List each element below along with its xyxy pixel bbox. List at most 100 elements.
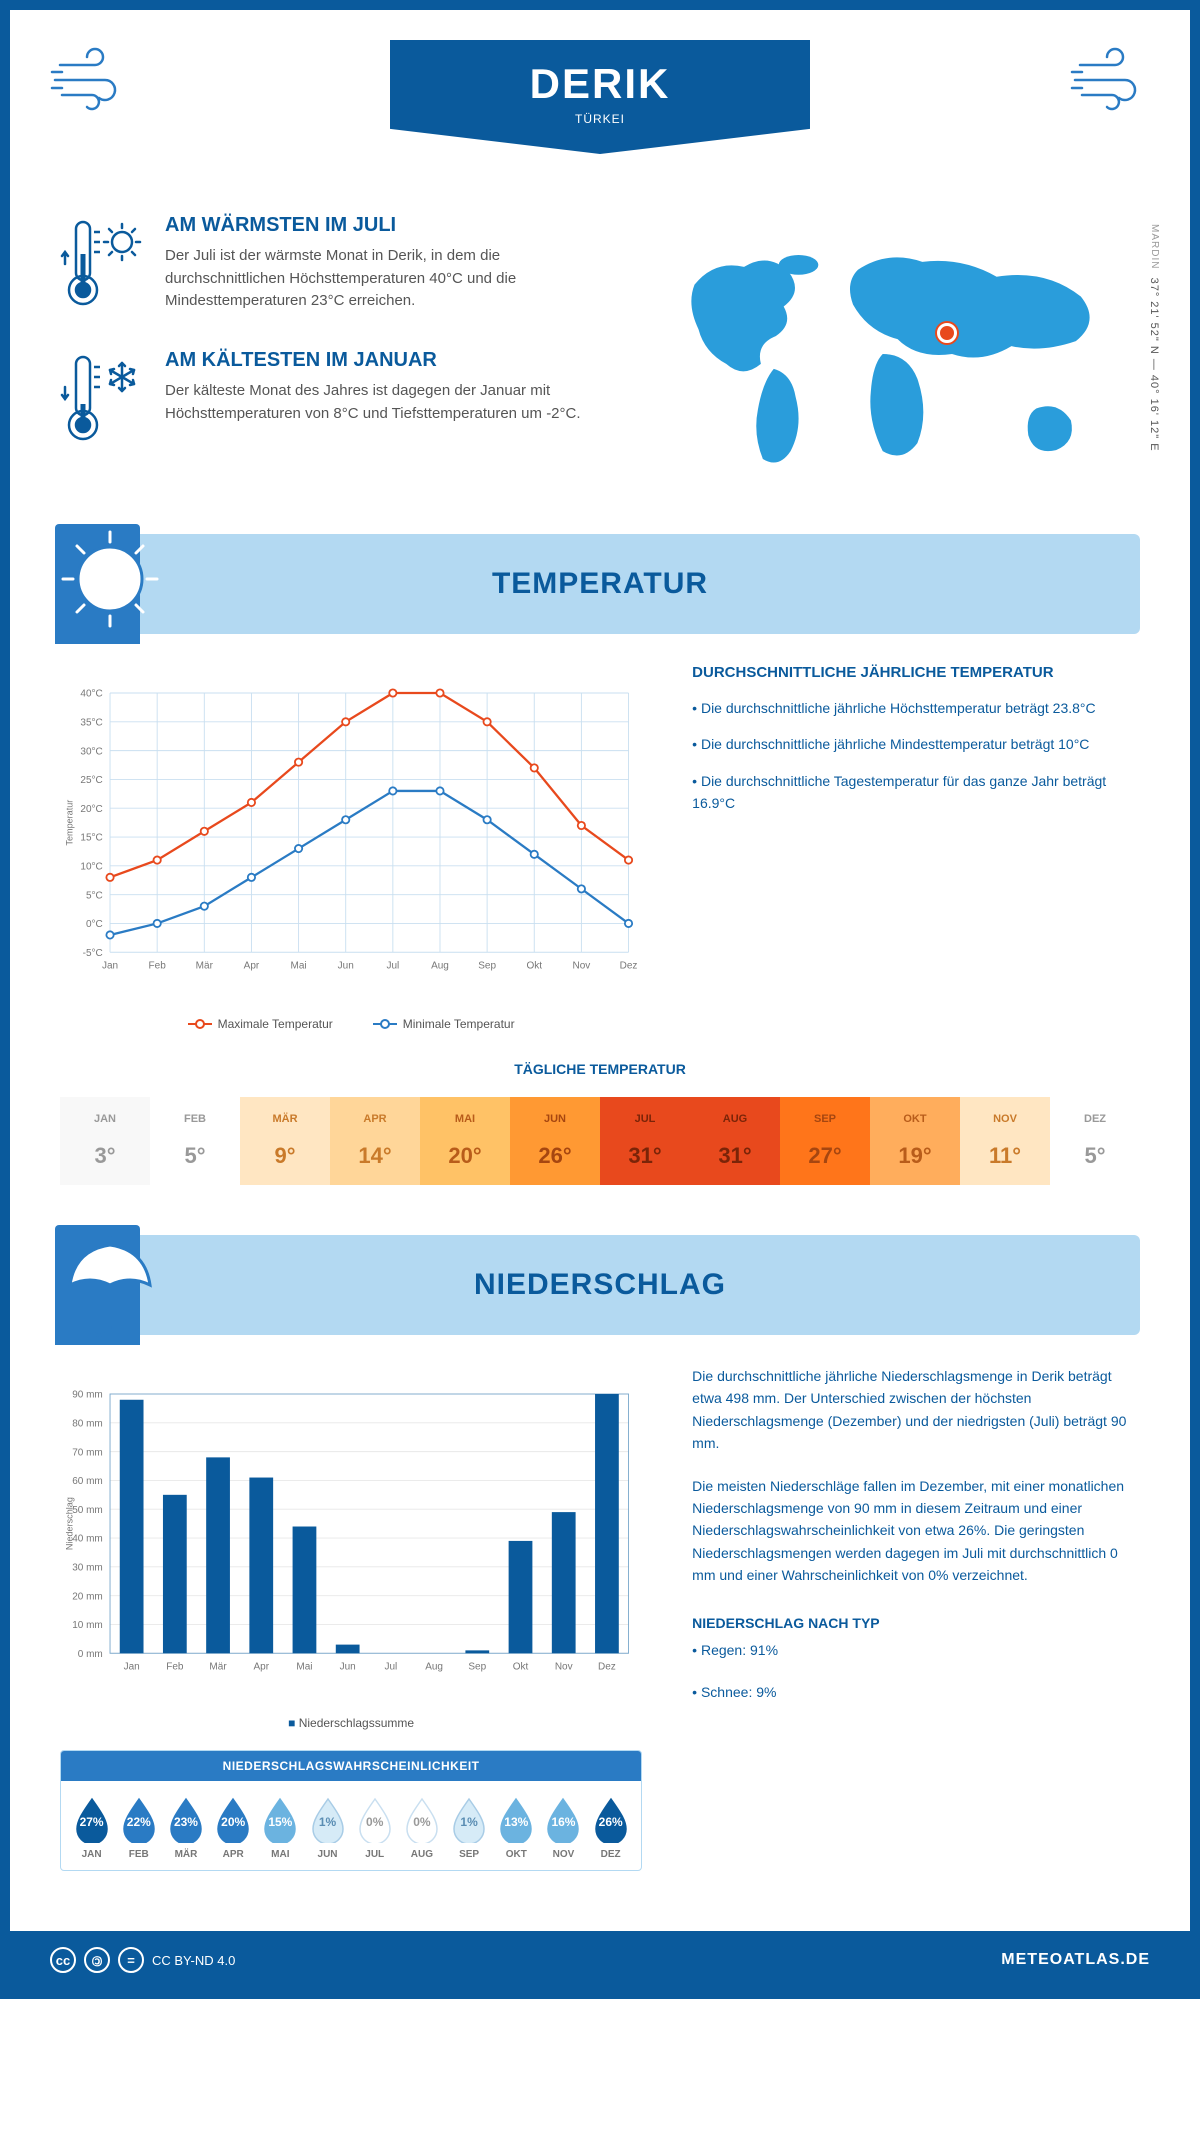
svg-text:40 mm: 40 mm	[72, 1534, 103, 1545]
prob-cell: 1%SEP	[447, 1795, 492, 1860]
wind-icon	[50, 40, 130, 120]
svg-text:0 mm: 0 mm	[78, 1649, 103, 1660]
svg-text:Aug: Aug	[425, 1662, 443, 1673]
svg-text:Mai: Mai	[296, 1662, 312, 1673]
cold-fact: AM KÄLTESTEN IM JANUAR Der kälteste Mona…	[60, 349, 605, 454]
thermometer-snow-icon	[60, 349, 145, 454]
svg-text:Jun: Jun	[338, 961, 354, 972]
svg-text:10°C: 10°C	[80, 861, 102, 872]
svg-text:5°C: 5°C	[86, 890, 103, 901]
temp-cell: AUG31°	[690, 1097, 780, 1185]
svg-text:50 mm: 50 mm	[72, 1505, 103, 1516]
svg-text:Sep: Sep	[468, 1662, 486, 1673]
daily-temp-table: TÄGLICHE TEMPERATUR JAN3°FEB5°MÄR9°APR14…	[60, 1061, 1140, 1185]
svg-text:40°C: 40°C	[80, 689, 102, 700]
svg-text:Aug: Aug	[431, 961, 449, 972]
chart-legend: Maximale Temperatur Minimale Temperatur	[60, 1017, 642, 1031]
nd-icon: =	[118, 1947, 144, 1973]
prob-cell: 22%FEB	[116, 1795, 161, 1860]
warm-title: AM WÄRMSTEN IM JULI	[165, 214, 585, 237]
temp-cell: MÄR9°	[240, 1097, 330, 1185]
svg-text:0°C: 0°C	[86, 919, 103, 930]
header: DERIK TÜRKEI	[10, 10, 1190, 174]
svg-text:Feb: Feb	[149, 961, 167, 972]
title-banner: DERIK TÜRKEI	[390, 40, 810, 154]
svg-text:35°C: 35°C	[80, 717, 102, 728]
prob-cell: 0%AUG	[399, 1795, 444, 1860]
prob-cell: 23%MÄR	[163, 1795, 208, 1860]
svg-text:15°C: 15°C	[80, 833, 102, 844]
precip-text: Die durchschnittliche jährliche Niedersc…	[692, 1365, 1140, 1871]
sun-icon	[55, 524, 165, 644]
svg-text:Okt: Okt	[513, 1662, 529, 1673]
svg-text:10 mm: 10 mm	[72, 1620, 103, 1631]
svg-text:Mai: Mai	[291, 961, 307, 972]
site-name: METEOATLAS.DE	[1001, 1951, 1150, 1969]
cold-title: AM KÄLTESTEN IM JANUAR	[165, 349, 585, 372]
svg-text:Jun: Jun	[340, 1662, 356, 1673]
cold-text: Der kälteste Monat des Jahres ist dagege…	[165, 380, 585, 425]
svg-text:30°C: 30°C	[80, 746, 102, 757]
svg-text:Feb: Feb	[166, 1662, 184, 1673]
svg-text:Temperatur: Temperatur	[65, 800, 75, 846]
prob-cell: 20%APR	[211, 1795, 256, 1860]
svg-text:Apr: Apr	[244, 961, 260, 972]
svg-text:30 mm: 30 mm	[72, 1562, 103, 1573]
svg-text:-5°C: -5°C	[83, 948, 103, 959]
temp-banner: TEMPERATUR	[60, 534, 1140, 634]
svg-text:Mär: Mär	[209, 1662, 227, 1673]
svg-text:Jul: Jul	[386, 961, 399, 972]
prob-cell: 16%NOV	[541, 1795, 586, 1860]
by-icon: 🄯	[84, 1947, 110, 1973]
svg-text:Dez: Dez	[620, 961, 638, 972]
thermometer-sun-icon	[60, 214, 145, 319]
svg-text:80 mm: 80 mm	[72, 1418, 103, 1429]
temp-cell: APR14°	[330, 1097, 420, 1185]
svg-text:Niederschlag: Niederschlag	[65, 1497, 75, 1550]
wind-icon	[1070, 40, 1150, 120]
footer: cc 🄯 = CC BY-ND 4.0 METEOATLAS.DE	[10, 1931, 1190, 1989]
prob-cell: 0%JUL	[352, 1795, 397, 1860]
svg-text:Jan: Jan	[124, 1662, 140, 1673]
svg-text:Okt: Okt	[526, 961, 542, 972]
temp-cell: JAN3°	[60, 1097, 150, 1185]
svg-text:25°C: 25°C	[80, 775, 102, 786]
prob-cell: 15%MAI	[258, 1795, 303, 1860]
warm-fact: AM WÄRMSTEN IM JULI Der Juli ist der wär…	[60, 214, 605, 319]
svg-text:Dez: Dez	[598, 1662, 616, 1673]
temp-cell: JUL31°	[600, 1097, 690, 1185]
temp-cell: JUN26°	[510, 1097, 600, 1185]
temp-cell: MAI20°	[420, 1097, 510, 1185]
page-subtitle: TÜRKEI	[390, 112, 810, 126]
prob-cell: 1%JUN	[305, 1795, 350, 1860]
temp-cell: DEZ5°	[1050, 1097, 1140, 1185]
page-title: DERIK	[390, 60, 810, 108]
bar-legend: Niederschlagssumme	[60, 1716, 642, 1730]
svg-text:20°C: 20°C	[80, 804, 102, 815]
svg-text:Nov: Nov	[555, 1662, 573, 1673]
temp-cell: OKT19°	[870, 1097, 960, 1185]
temp-cell: FEB5°	[150, 1097, 240, 1185]
probability-box: NIEDERSCHLAGSWAHRSCHEINLICHKEIT 27%JAN22…	[60, 1750, 642, 1871]
prob-cell: 26%DEZ	[588, 1795, 633, 1860]
svg-text:Nov: Nov	[572, 961, 590, 972]
umbrella-icon	[55, 1225, 165, 1345]
svg-text:Mär: Mär	[196, 961, 214, 972]
temperature-line-chart: -5°C0°C5°C10°C15°C20°C25°C30°C35°C40°CJa…	[60, 664, 642, 1031]
svg-text:20 mm: 20 mm	[72, 1591, 103, 1602]
svg-text:90 mm: 90 mm	[72, 1390, 103, 1401]
warm-text: Der Juli ist der wärmste Monat in Derik,…	[165, 245, 585, 313]
precipitation-bar-chart: 0 mm 10 mm 20 mm 30 mm 40 mm 50 mm 60 mm 70 mm 8…	[60, 1365, 642, 1730]
coordinates: MARDIN 37° 21' 52" N — 40° 16' 12" E	[1148, 224, 1160, 452]
temp-cell: NOV11°	[960, 1097, 1050, 1185]
world-map: MARDIN 37° 21' 52" N — 40° 16' 12" E	[645, 214, 1140, 494]
precip-banner: NIEDERSCHLAG	[60, 1235, 1140, 1335]
license-text: CC BY-ND 4.0	[152, 1953, 235, 1968]
svg-text:Sep: Sep	[478, 961, 496, 972]
svg-text:60 mm: 60 mm	[72, 1476, 103, 1487]
temp-cell: SEP27°	[780, 1097, 870, 1185]
svg-text:70 mm: 70 mm	[72, 1447, 103, 1458]
prob-cell: 27%JAN	[69, 1795, 114, 1860]
cc-icon: cc	[50, 1947, 76, 1973]
svg-text:Apr: Apr	[253, 1662, 269, 1673]
